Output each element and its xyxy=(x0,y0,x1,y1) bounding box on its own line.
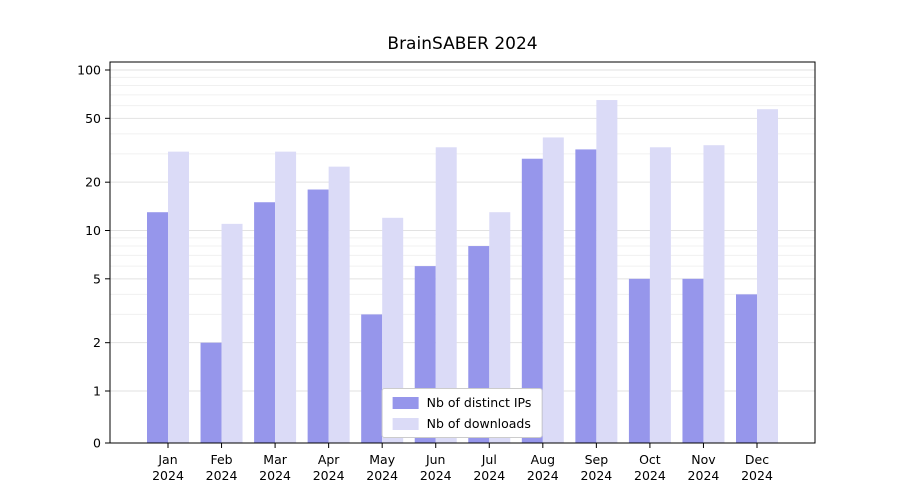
x-tick-label-month: Oct xyxy=(639,452,661,467)
legend-label-distinct-ips: Nb of distinct IPs xyxy=(426,395,532,410)
bar-downloads-Feb xyxy=(221,223,243,443)
bar-downloads-Sep xyxy=(596,100,618,443)
y-tick-label: 20 xyxy=(85,175,101,190)
bar-downloads-Apr xyxy=(328,166,350,444)
y-tick-label: 2 xyxy=(93,335,101,350)
legend: Nb of distinct IPs Nb of downloads xyxy=(381,388,543,438)
bar-distinct-ips-Dec xyxy=(736,294,757,443)
bar-distinct-ips-Mar xyxy=(254,202,276,443)
y-tick-label: 5 xyxy=(93,271,101,286)
x-tick-label-year: 2024 xyxy=(313,468,345,483)
x-tick-label-year: 2024 xyxy=(206,468,238,483)
legend-swatch-distinct-ips xyxy=(392,396,419,409)
x-tick-label-month: May xyxy=(369,452,395,467)
y-tick-label: 1 xyxy=(93,384,101,399)
x-tick-label-month: Dec xyxy=(745,452,769,467)
bar-downloads-Jun xyxy=(435,147,457,444)
plot-frame xyxy=(109,61,816,444)
bar-distinct-ips-Feb xyxy=(200,342,222,443)
x-tick-label-year: 2024 xyxy=(152,468,184,483)
bar-distinct-ips-Jan xyxy=(147,212,168,443)
legend-entry-distinct-ips: Nb of distinct IPs xyxy=(392,395,532,410)
bar-downloads-Jul xyxy=(489,212,511,443)
bar-distinct-ips-Sep xyxy=(575,149,597,443)
bar-distinct-ips-Aug xyxy=(521,158,543,443)
bar-downloads-Nov xyxy=(703,145,725,443)
x-tick-label-year: 2024 xyxy=(634,468,666,483)
x-tick-label-month: Sep xyxy=(585,452,609,467)
x-tick-label-year: 2024 xyxy=(420,468,452,483)
chart-title: BrainSABER 2024 xyxy=(387,34,538,54)
x-tick-label-month: Aug xyxy=(531,452,555,467)
x-tick-label-month: Nov xyxy=(691,452,716,467)
x-tick-label-month: Jun xyxy=(425,452,446,467)
legend-label-downloads: Nb of downloads xyxy=(426,416,531,431)
bar-distinct-ips-Apr xyxy=(307,189,329,443)
bar-downloads-Oct xyxy=(649,147,671,444)
x-tick-label-year: 2024 xyxy=(741,468,773,483)
y-tick-label: 10 xyxy=(85,223,101,238)
legend-swatch-downloads xyxy=(392,417,419,430)
x-tick-label-month: Apr xyxy=(318,452,340,467)
x-tick-label-month: Feb xyxy=(210,452,232,467)
bar-downloads-Aug xyxy=(542,137,564,443)
bar-downloads-May xyxy=(382,217,404,443)
y-tick-label: 50 xyxy=(85,111,101,126)
x-tick-label-year: 2024 xyxy=(527,468,559,483)
y-tick-label: 100 xyxy=(77,63,101,78)
bar-downloads-Mar xyxy=(275,151,297,443)
x-tick-label-month: Jul xyxy=(481,452,497,467)
x-tick-label-year: 2024 xyxy=(259,468,291,483)
bar-distinct-ips-May xyxy=(361,314,383,443)
bar-distinct-ips-Oct xyxy=(628,278,650,443)
x-tick-label-year: 2024 xyxy=(366,468,398,483)
x-tick-label-month: Mar xyxy=(263,452,287,467)
x-tick-label-year: 2024 xyxy=(688,468,720,483)
bar-distinct-ips-Nov xyxy=(682,278,704,443)
y-tick-label: 0 xyxy=(93,436,101,451)
legend-entry-downloads: Nb of downloads xyxy=(392,416,532,431)
x-tick-label-year: 2024 xyxy=(473,468,505,483)
x-tick-label-month: Jan xyxy=(157,452,177,467)
bar-downloads-Jan xyxy=(168,151,189,443)
bar-downloads-Dec xyxy=(757,109,778,444)
x-tick-label-year: 2024 xyxy=(580,468,612,483)
